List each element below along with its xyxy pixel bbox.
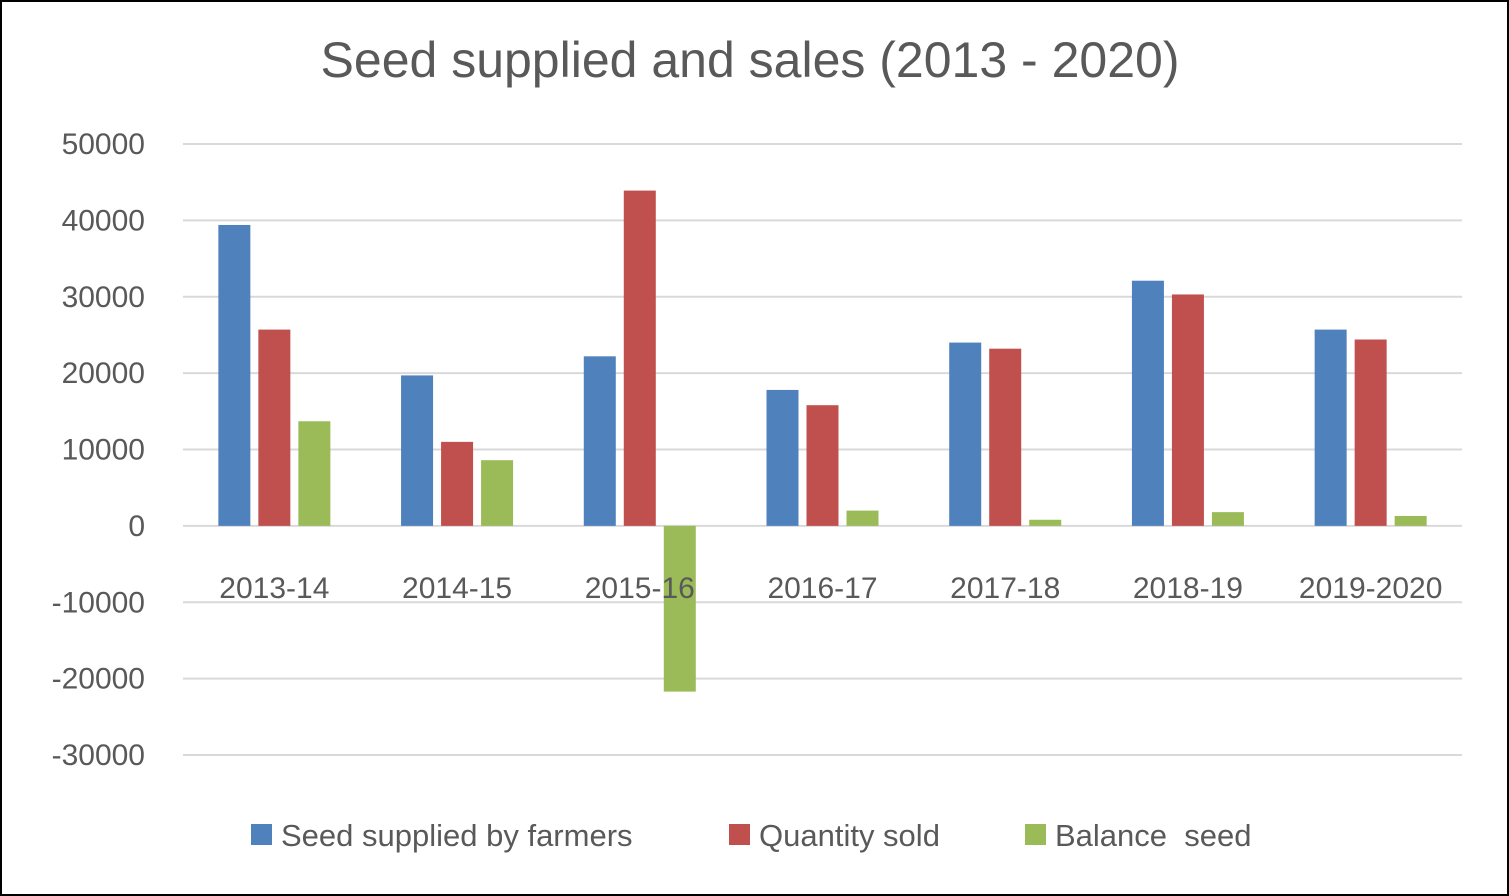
y-tick-label: 10000 [62,434,145,467]
bar-2019-2020-series-1 [1314,329,1347,526]
y-tick-label: 20000 [62,357,145,390]
bar-2015-16-series-3 [663,525,696,692]
bar-2019-2020-series-3 [1394,515,1427,526]
x-category-label: 2015-16 [585,572,695,605]
y-tick-label: 0 [128,510,145,543]
bar-2013-14-series-2 [258,329,291,526]
y-tick-label: 50000 [62,128,145,161]
bars [218,190,1427,692]
legend-swatch [1025,824,1046,845]
bar-2016-17-series-1 [766,389,799,526]
y-tick-label: -10000 [52,586,145,619]
y-axis-ticks: 50000 40000 30000 20000 10000 0 -10000 -20000 -3… [52,128,145,772]
legend-label: Quantity sold [759,818,940,853]
bar-2016-17-series-3 [846,510,879,526]
chart-title: Seed supplied and sales (2013 - 2020) [321,32,1180,88]
bar-2013-14-series-1 [218,224,251,526]
bar-2013-14-series-3 [298,421,331,526]
y-tick-label: -30000 [52,739,145,772]
y-tick-label: -20000 [52,663,145,696]
y-tick-label: 30000 [62,281,145,314]
bar-2014-15-series-1 [401,375,434,526]
bar-2014-15-series-2 [441,441,474,526]
bar-2019-2020-series-2 [1354,339,1387,526]
x-category-label: 2018-19 [1133,572,1243,605]
x-category-label: 2019-2020 [1299,572,1442,605]
legend: Seed supplied by farmers Quantity sold Bal… [251,818,1251,853]
x-category-label: 2014-15 [402,572,512,605]
x-category-label: 2013-14 [219,572,329,605]
bar-2016-17-series-2 [806,405,839,526]
bar-2017-18-series-2 [989,348,1022,526]
bar-2017-18-series-3 [1029,519,1062,526]
legend-swatch [729,824,750,845]
bar-2015-16-series-2 [623,190,656,526]
legend-label: Seed supplied by farmers [281,818,633,853]
legend-label: Balance seed [1055,818,1251,853]
x-category-label: 2016-17 [767,572,877,605]
y-tick-label: 40000 [62,204,145,237]
legend-swatch [251,824,272,845]
bar-2018-19-series-1 [1131,280,1164,526]
bar-2014-15-series-3 [481,460,514,526]
bar-2017-18-series-1 [949,342,982,526]
bar-2015-16-series-1 [583,356,616,526]
bar-2018-19-series-3 [1211,512,1244,526]
x-axis-labels: 2013-14 2014-15 2015-16 2016-17 2017-18 2018-… [219,572,1442,605]
bar-2018-19-series-2 [1171,294,1204,526]
x-category-label: 2017-18 [950,572,1060,605]
